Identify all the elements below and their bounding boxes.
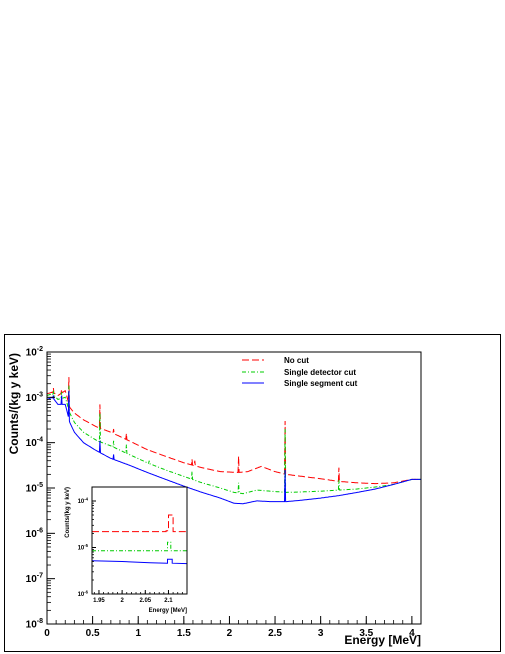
y-tick-label: 10-3 (26, 391, 43, 404)
x-tick-label: 1.5 (177, 628, 191, 639)
y-axis-title: Counts/(kg y keV) (7, 353, 21, 454)
series-single-detector-cut (47, 385, 421, 495)
inset-plot: 1.95 2 2.05 2.1 10-4 10-5 10-6 (78, 486, 188, 604)
inset-y-tick-label: 10-6 (78, 589, 89, 598)
series-single-segment-cut (47, 390, 421, 505)
x-tick-label: 3 (318, 628, 324, 639)
x-tick-label: 2.5 (268, 628, 282, 639)
main-plot: 0 0.5 1 1.5 2 2.5 3 3.5 4 10-2 10-3 10-4 10-5 10-6 10-… (26, 346, 422, 639)
y-tick-label: 10-7 (26, 573, 43, 586)
inset-x-tick-label: 2 (120, 598, 124, 604)
legend-label-single-detector-cut: Single detector cut (284, 368, 356, 377)
inset-y-tick-label: 10-5 (78, 543, 89, 552)
inset-x-axis-title: Energy [MeV] (149, 608, 187, 614)
x-axis-title: Energy [MeV] (344, 633, 421, 647)
y-tick-label: 10-5 (26, 482, 43, 495)
y-tick-label: 10-6 (26, 527, 43, 540)
legend-label-single-segment-cut: Single segment cut (284, 379, 358, 388)
x-tick-label: 3.5 (359, 628, 373, 639)
inset-x-tick-label: 2.05 (139, 598, 151, 604)
inset-x-tick-label: 1.95 (93, 598, 105, 604)
x-tick-label: 0 (44, 628, 50, 639)
spectrum-chart: 0 0.5 1 1.5 2 2.5 3 3.5 4 10-2 10-3 10-4 10-5 10-6 10-… (7, 346, 422, 647)
inset-plot-area (91, 486, 188, 595)
inset-series-single-segment-cut (92, 558, 187, 565)
inset-x-tick-label: 2.1 (164, 598, 173, 604)
y-tick-label: 10-8 (26, 618, 43, 631)
x-tick-label: 2 (227, 628, 233, 639)
x-tick-label: 1 (135, 628, 141, 639)
inset-series-no-cut (92, 514, 187, 533)
legend: No cut Single detector cut Single segmen… (242, 356, 358, 388)
inset-y-tick-label: 10-4 (78, 496, 89, 505)
x-tick-label: 0.5 (86, 628, 100, 639)
series-no-cut (47, 377, 421, 485)
y-tick-label: 10-4 (26, 437, 43, 450)
legend-label-no-cut: No cut (284, 356, 309, 365)
chart-frame: 0 0.5 1 1.5 2 2.5 3 3.5 4 10-2 10-3 10-4 10-5 10-6 10-… (4, 334, 501, 652)
x-tick-label: 4 (409, 628, 415, 639)
inset-y-axis-title: Counts/(kg y keV) (65, 487, 71, 538)
y-tick-label: 10-2 (26, 346, 43, 359)
